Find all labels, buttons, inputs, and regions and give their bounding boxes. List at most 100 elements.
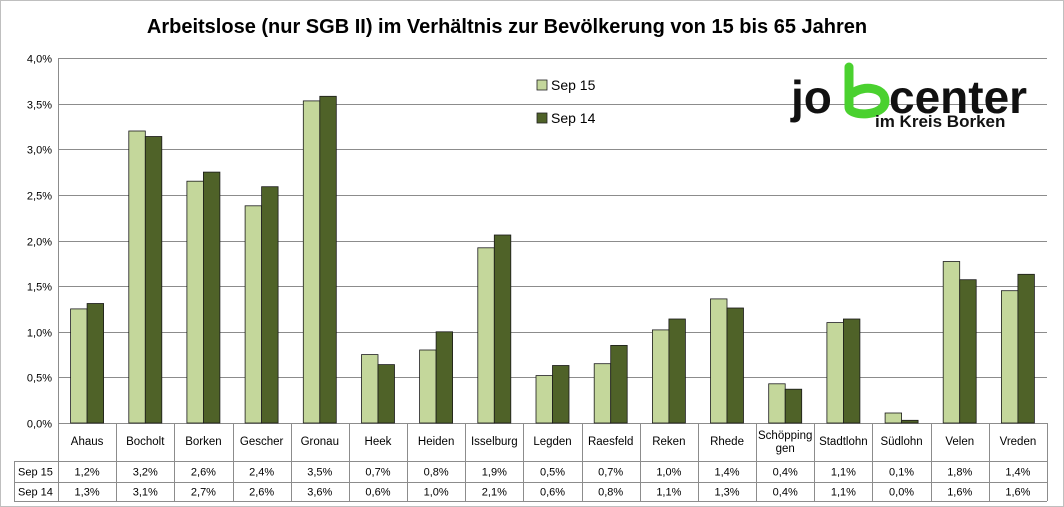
- category-label: Gescher: [240, 436, 284, 448]
- bar-sep15: [1001, 290, 1019, 424]
- bar-sep14: [86, 303, 104, 424]
- bar-sep15: [884, 412, 902, 424]
- data-label: 1,1%: [831, 467, 856, 479]
- data-label: 2,6%: [249, 487, 274, 499]
- data-label: 1,1%: [656, 487, 681, 499]
- bar-sep14: [493, 234, 512, 424]
- data-label: 3,6%: [307, 487, 332, 499]
- y-axis: 0,0% 0,5% 1,0% 1,5% 2,0% 2,5% 3,0% 3,5% 4,0%: [27, 54, 52, 431]
- legend-swatch-sep15: [536, 79, 548, 91]
- y-tick-label: 4,0%: [27, 54, 52, 66]
- bar-sep14: [144, 136, 163, 424]
- data-label: 1,2%: [75, 467, 100, 479]
- bar-sep14: [1017, 273, 1035, 424]
- bar-sep14: [784, 388, 803, 424]
- legend-swatch-sep14: [536, 112, 548, 124]
- category-label: Rhede: [710, 436, 744, 448]
- data-label: 0,8%: [424, 467, 449, 479]
- jobcenter-logo: jo center im Kreis Borken: [790, 62, 1027, 131]
- data-label: 2,4%: [249, 467, 274, 479]
- category-label: Ahaus: [71, 436, 104, 448]
- data-label: 1,4%: [714, 467, 739, 479]
- data-table: Ahaus Bocholt Borken Gescher Gronau Heek Heide…: [14, 423, 1048, 502]
- data-label: 0,8%: [598, 487, 623, 499]
- bar-sep14: [668, 318, 686, 424]
- data-label: 1,4%: [1005, 467, 1030, 479]
- data-label: 3,1%: [133, 487, 158, 499]
- bar-sep14: [726, 307, 744, 424]
- y-tick-label: 0,0%: [27, 419, 52, 431]
- bar-sep15: [477, 247, 495, 424]
- data-label: 3,2%: [133, 467, 158, 479]
- y-tick-label: 1,5%: [27, 282, 52, 294]
- legend-label-sep15: Sep 15: [551, 77, 596, 93]
- data-label: 0,6%: [540, 487, 565, 499]
- data-label: 2,1%: [482, 487, 507, 499]
- bar-sep15: [419, 349, 437, 424]
- data-label: 0,4%: [773, 467, 798, 479]
- table-series-label: Sep 15: [18, 467, 53, 479]
- data-label: 0,6%: [365, 487, 390, 499]
- data-label: 1,1%: [831, 487, 856, 499]
- bar-sep14: [261, 186, 279, 424]
- data-label: 0,7%: [365, 467, 390, 479]
- category-label: Schöpping gen: [758, 430, 812, 455]
- bar-sep14: [843, 318, 861, 424]
- bar-sep14: [202, 171, 221, 424]
- data-label: 0,1%: [889, 467, 914, 479]
- bar-sep14: [959, 279, 977, 424]
- logo-b-icon: [844, 62, 890, 119]
- data-label: 1,9%: [482, 467, 507, 479]
- category-label: Legden: [533, 436, 571, 448]
- bar-sep14: [901, 419, 919, 424]
- category-label: Vreden: [1000, 436, 1037, 448]
- data-label: 3,5%: [307, 467, 332, 479]
- bar-sep15: [535, 375, 553, 424]
- category-label: Südlohn: [880, 436, 922, 448]
- bar-sep15: [302, 100, 321, 424]
- bar-sep15: [826, 322, 844, 424]
- category-label: Bocholt: [126, 436, 165, 448]
- logo-subtitle: im Kreis Borken: [875, 112, 1005, 131]
- category-label: Raesfeld: [588, 436, 633, 448]
- gridlines: [58, 58, 1047, 424]
- bar-sep15: [710, 298, 728, 424]
- category-label: Gronau: [301, 436, 339, 448]
- category-label: Reken: [652, 436, 685, 448]
- category-label: Heek: [365, 436, 392, 448]
- category-label: Stadtlohn: [819, 436, 868, 448]
- bar-sep14: [377, 364, 395, 424]
- y-tick-label: 3,5%: [27, 100, 52, 112]
- data-label: 2,6%: [191, 467, 216, 479]
- table-series-label: Sep 14: [18, 487, 53, 499]
- bar-sep15: [128, 130, 146, 424]
- y-tick-label: 3,0%: [27, 145, 52, 157]
- data-label: 1,8%: [947, 467, 972, 479]
- bar-sep15: [768, 383, 786, 424]
- data-label: 0,0%: [889, 487, 914, 499]
- bars: [70, 95, 1035, 424]
- chart-title: Arbeitslose (nur SGB II) im Verhältnis z…: [147, 16, 867, 38]
- data-label: 1,3%: [714, 487, 739, 499]
- y-tick-label: 1,0%: [27, 328, 52, 340]
- bar-sep14: [319, 95, 337, 424]
- data-label: 0,4%: [773, 487, 798, 499]
- category-label: Velen: [945, 436, 974, 448]
- y-tick-label: 2,0%: [27, 237, 52, 249]
- logo-text-end: center: [889, 71, 1027, 123]
- bar-sep15: [186, 180, 204, 424]
- data-label: 0,5%: [540, 467, 565, 479]
- category-label: Isselburg: [471, 436, 518, 448]
- data-label: 0,7%: [598, 467, 623, 479]
- legend-label-sep14: Sep 14: [551, 110, 596, 126]
- data-label: 1,3%: [75, 487, 100, 499]
- y-tick-label: 2,5%: [27, 191, 52, 203]
- bar-sep15: [244, 205, 263, 424]
- category-label: Borken: [185, 436, 221, 448]
- bar-sep15: [70, 308, 88, 424]
- data-label: 1,6%: [947, 487, 972, 499]
- bar-sep15: [361, 354, 379, 424]
- data-label: 1,0%: [424, 487, 449, 499]
- legend: Sep 15 Sep 14: [536, 77, 596, 126]
